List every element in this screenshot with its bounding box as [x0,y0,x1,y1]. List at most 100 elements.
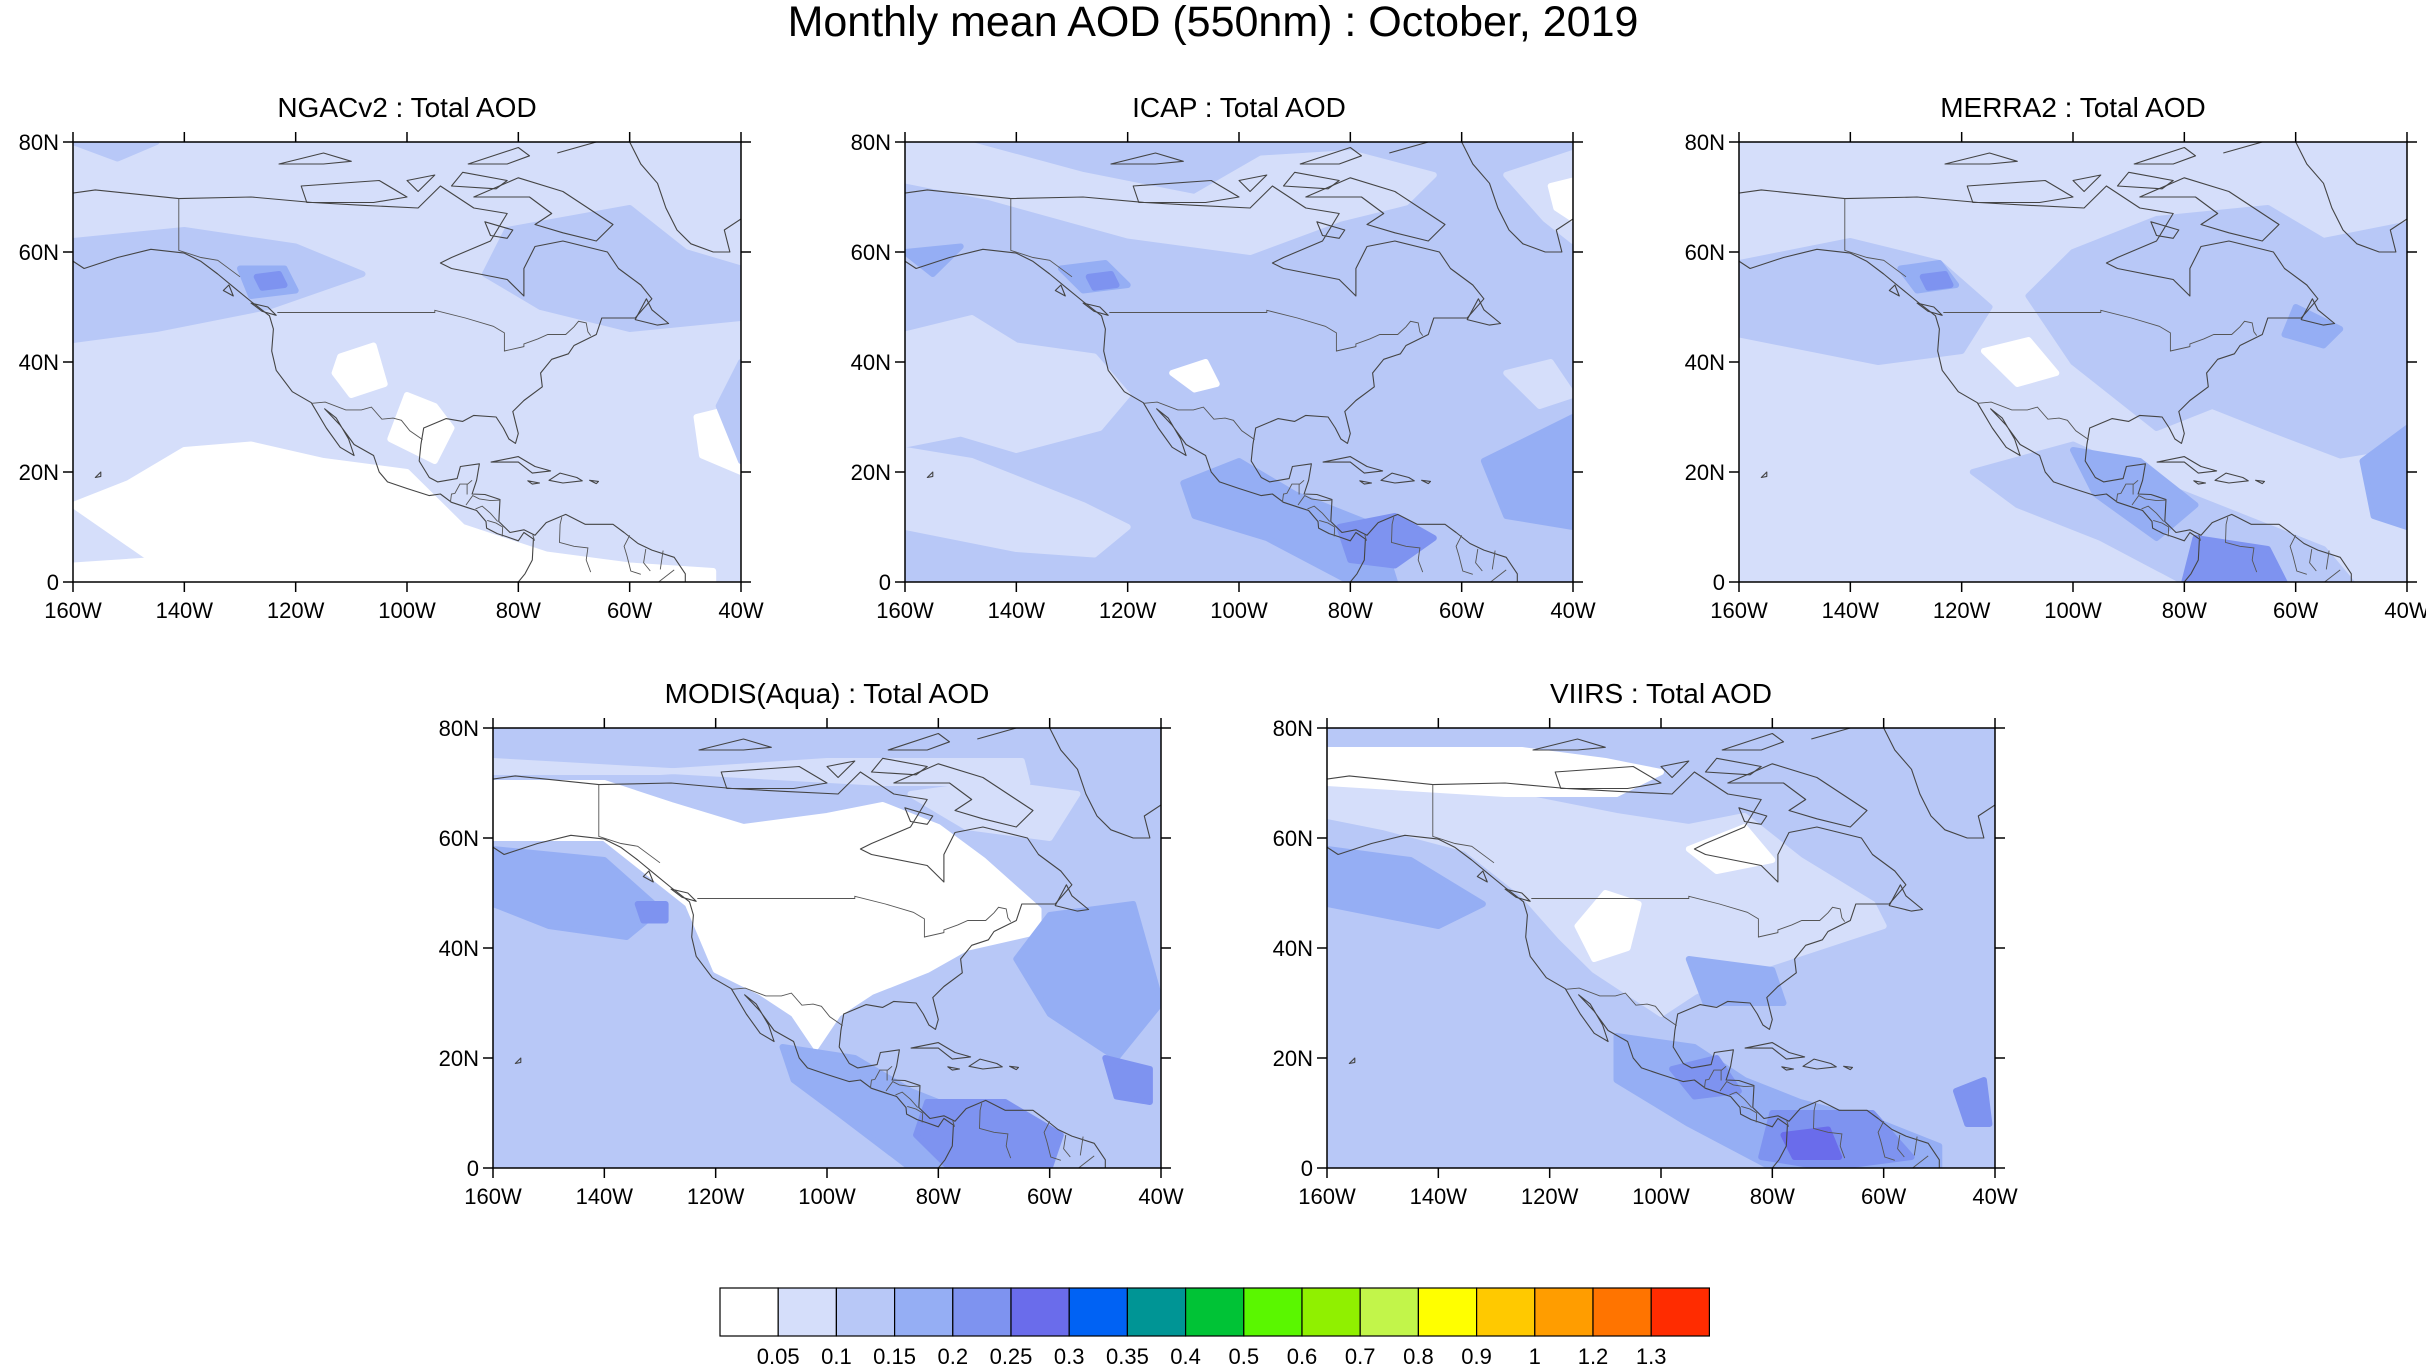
island-outline [1760,471,1768,479]
coastline [2223,142,2407,253]
island-outline [1476,870,1488,883]
colorbar-swatch [1068,1287,1128,1337]
country-border [1877,1121,1895,1161]
island-outline [589,479,600,485]
aod-field [73,142,741,582]
country-border [1844,198,1907,278]
aod-contour-region [253,271,288,291]
colorbar-label: 0.05 [757,1344,800,1369]
island-outline [1721,732,1785,751]
aod-contour-region [905,447,1131,558]
colorbar-swatch [1359,1287,1419,1337]
colorbar-label: 0.15 [873,1344,916,1369]
country-border [869,1065,893,1089]
country-border [1491,550,1496,570]
coastline [1389,142,1573,253]
aod-field [1739,142,2407,582]
aod-contour-region [2181,535,2288,582]
country-border [1455,535,1473,575]
island-outline [1744,1042,1806,1060]
lat-label: 0 [1713,570,1725,595]
country-border [658,569,675,582]
island-outline [720,765,828,790]
lat-label: 80N [19,130,59,155]
island-outline [94,471,102,479]
country-border [2309,548,2317,572]
aod-contour-region [1685,956,1787,1006]
colorbar-label: 0.4 [1170,1344,1201,1369]
country-border [487,519,504,537]
island-outline [222,284,234,297]
country-border [532,534,535,541]
country-border [1943,309,2258,352]
aod-contour-region [73,142,160,162]
country-border [1703,1065,1727,1089]
lon-label: 120W [267,598,325,623]
aod-contour-region [905,315,1131,453]
aod-contour-region [1547,177,1573,222]
island-outline [473,177,614,242]
colorbar-swatch [719,1287,779,1337]
country-border [465,495,501,506]
aod-contour-region [913,1099,1064,1168]
coastline [73,185,686,582]
island-outline [1348,1057,1356,1065]
lat-label: 0 [879,570,891,595]
island-outline [1727,763,1868,828]
aod-contour-region [905,243,964,277]
country-border [1079,1136,1084,1156]
country-border [643,548,651,572]
coastline [73,248,534,582]
coastline [977,728,1161,839]
colorbar-label: 1 [1529,1344,1541,1369]
aod-contour-region [1327,846,1486,929]
island-outline [968,1058,1003,1070]
lat-label: 0 [1301,1156,1313,1181]
island-outline [910,1042,972,1060]
lon-label: 140W [1822,598,1880,623]
lon-label: 120W [1521,1184,1579,1209]
country-border [1719,1081,1755,1092]
map-panel-ngacv2: NGACv2 : Total AOD 80N 60N 40N 20N 0 160W 140W 1… [19,92,764,623]
island-outline [527,480,541,485]
lon-label: 80W [916,1184,961,1209]
aod-contour-region [715,359,741,464]
country-border [1897,1134,1905,1158]
country-border [895,1091,919,1108]
country-border [885,1081,921,1092]
lon-label: 100W [1632,1184,1690,1209]
island-outline [879,728,885,729]
island-outline [459,142,465,143]
country-border [1043,1121,1061,1161]
island-outline [490,456,552,474]
country-border [1063,1134,1071,1158]
island-outline [2255,479,2266,485]
island-outline [1238,174,1268,193]
island-outline [642,870,654,883]
country-border [659,550,664,570]
colorbar-swatch [1126,1287,1187,1337]
aod-field [493,728,1161,1168]
aod-contour-region [1102,1055,1153,1105]
panel-title: NGACv2 : Total AOD [277,92,536,123]
lat-label: 60N [19,240,59,265]
island-outline [467,146,531,165]
colorbar-label: 0.1 [821,1344,852,1369]
colorbar-label: 1.3 [1636,1344,1667,1369]
lat-label: 40N [1685,350,1725,375]
lon-label: 80W [2162,598,2207,623]
island-outline [1305,177,1446,242]
island-outline [2139,177,2280,242]
coastline [557,142,741,253]
colorbar-swatch [777,1287,838,1337]
lat-label: 60N [439,826,479,851]
coastline [1739,185,2352,582]
lat-label: 20N [851,460,891,485]
lat-label: 40N [439,936,479,961]
island-outline [1781,1066,1795,1071]
colorbar-label: 1.2 [1578,1344,1609,1369]
lon-label: 160W [876,598,934,623]
colorbar-swatch [1243,1287,1303,1337]
lon-label: 40W [1138,1184,1183,1209]
country-border [2225,516,2258,573]
